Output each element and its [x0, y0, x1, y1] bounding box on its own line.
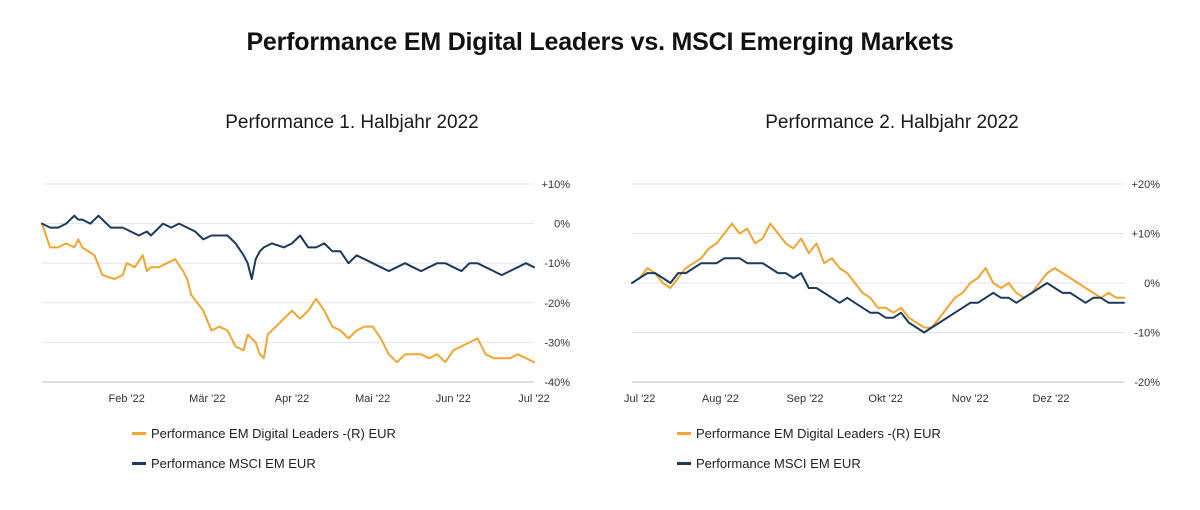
- legend-swatch-msci: [677, 461, 691, 465]
- series-line-em-digital: [631, 222, 1125, 329]
- legend: Performance EM Digital Leaders -(R) EUR …: [132, 418, 396, 478]
- series-line-msci: [41, 214, 535, 280]
- chart-panel-h1: Performance 1. Halbjahr 2022 +10% 0% -10% -…: [22, 100, 582, 500]
- y-tick-label: -40%: [544, 377, 570, 389]
- y-tick-label: -20%: [1134, 377, 1160, 389]
- y-tick-label: -30%: [544, 337, 570, 349]
- line-chart-h2: +20% +10% 0% -10% -20% Jul '22 Aug '22 Sep '22 O…: [624, 179, 1160, 405]
- legend-item-em-digital[interactable]: Performance EM Digital Leaders -(R) EUR: [677, 418, 941, 448]
- x-tick-label: Nov '22: [952, 393, 989, 405]
- legend-item-em-digital[interactable]: Performance EM Digital Leaders -(R) EUR: [132, 418, 396, 448]
- x-tick-label: Okt '22: [868, 393, 903, 405]
- legend-swatch-msci: [132, 461, 146, 465]
- line-chart-h1: +10% 0% -10% -20% -30% -40% Feb '22 Mär '22 Apr …: [41, 179, 570, 405]
- chart-title: Performance 1. Halbjahr 2022: [225, 112, 479, 133]
- y-tick-label: 0%: [554, 219, 570, 231]
- x-tick-label: Dez '22: [1032, 393, 1069, 405]
- legend-label: Performance EM Digital Leaders -(R) EUR: [696, 425, 941, 441]
- y-tick-label: +20%: [1132, 179, 1161, 191]
- x-tick-label: Sep '22: [786, 393, 823, 405]
- series-line-msci: [631, 257, 1125, 334]
- legend: Performance EM Digital Leaders -(R) EUR …: [677, 418, 941, 478]
- x-tick-label: Jun '22: [436, 393, 471, 405]
- legend-item-msci[interactable]: Performance MSCI EM EUR: [677, 448, 941, 478]
- x-tick-label: Aug '22: [702, 393, 739, 405]
- x-tick-label: Jul '22: [518, 393, 549, 405]
- y-tick-label: -10%: [544, 258, 570, 270]
- y-tick-label: -10%: [1134, 328, 1160, 340]
- y-tick-label: -20%: [544, 298, 570, 310]
- chart-title: Performance 2. Halbjahr 2022: [765, 112, 1019, 133]
- x-tick-label: Mai '22: [355, 393, 390, 405]
- legend-item-msci[interactable]: Performance MSCI EM EUR: [132, 448, 396, 478]
- legend-label: Performance EM Digital Leaders -(R) EUR: [151, 425, 396, 441]
- chart-panel-h2: Performance 2. Halbjahr 2022 +20% +10% 0% -…: [612, 100, 1172, 500]
- y-tick-label: 0%: [1144, 278, 1160, 290]
- y-tick-label: +10%: [542, 179, 571, 191]
- page-title: Performance EM Digital Leaders vs. MSCI …: [246, 28, 954, 56]
- legend-label: Performance MSCI EM EUR: [696, 455, 861, 471]
- x-tick-label: Mär '22: [189, 393, 225, 405]
- legend-label: Performance MSCI EM EUR: [151, 455, 316, 471]
- x-tick-label: Apr '22: [275, 393, 310, 405]
- x-tick-label: Jul '22: [624, 393, 655, 405]
- legend-swatch-em-digital: [677, 431, 691, 435]
- series-line-em-digital: [41, 222, 535, 364]
- x-tick-label: Feb '22: [109, 393, 145, 405]
- legend-swatch-em-digital: [132, 431, 146, 435]
- y-tick-label: +10%: [1132, 229, 1161, 241]
